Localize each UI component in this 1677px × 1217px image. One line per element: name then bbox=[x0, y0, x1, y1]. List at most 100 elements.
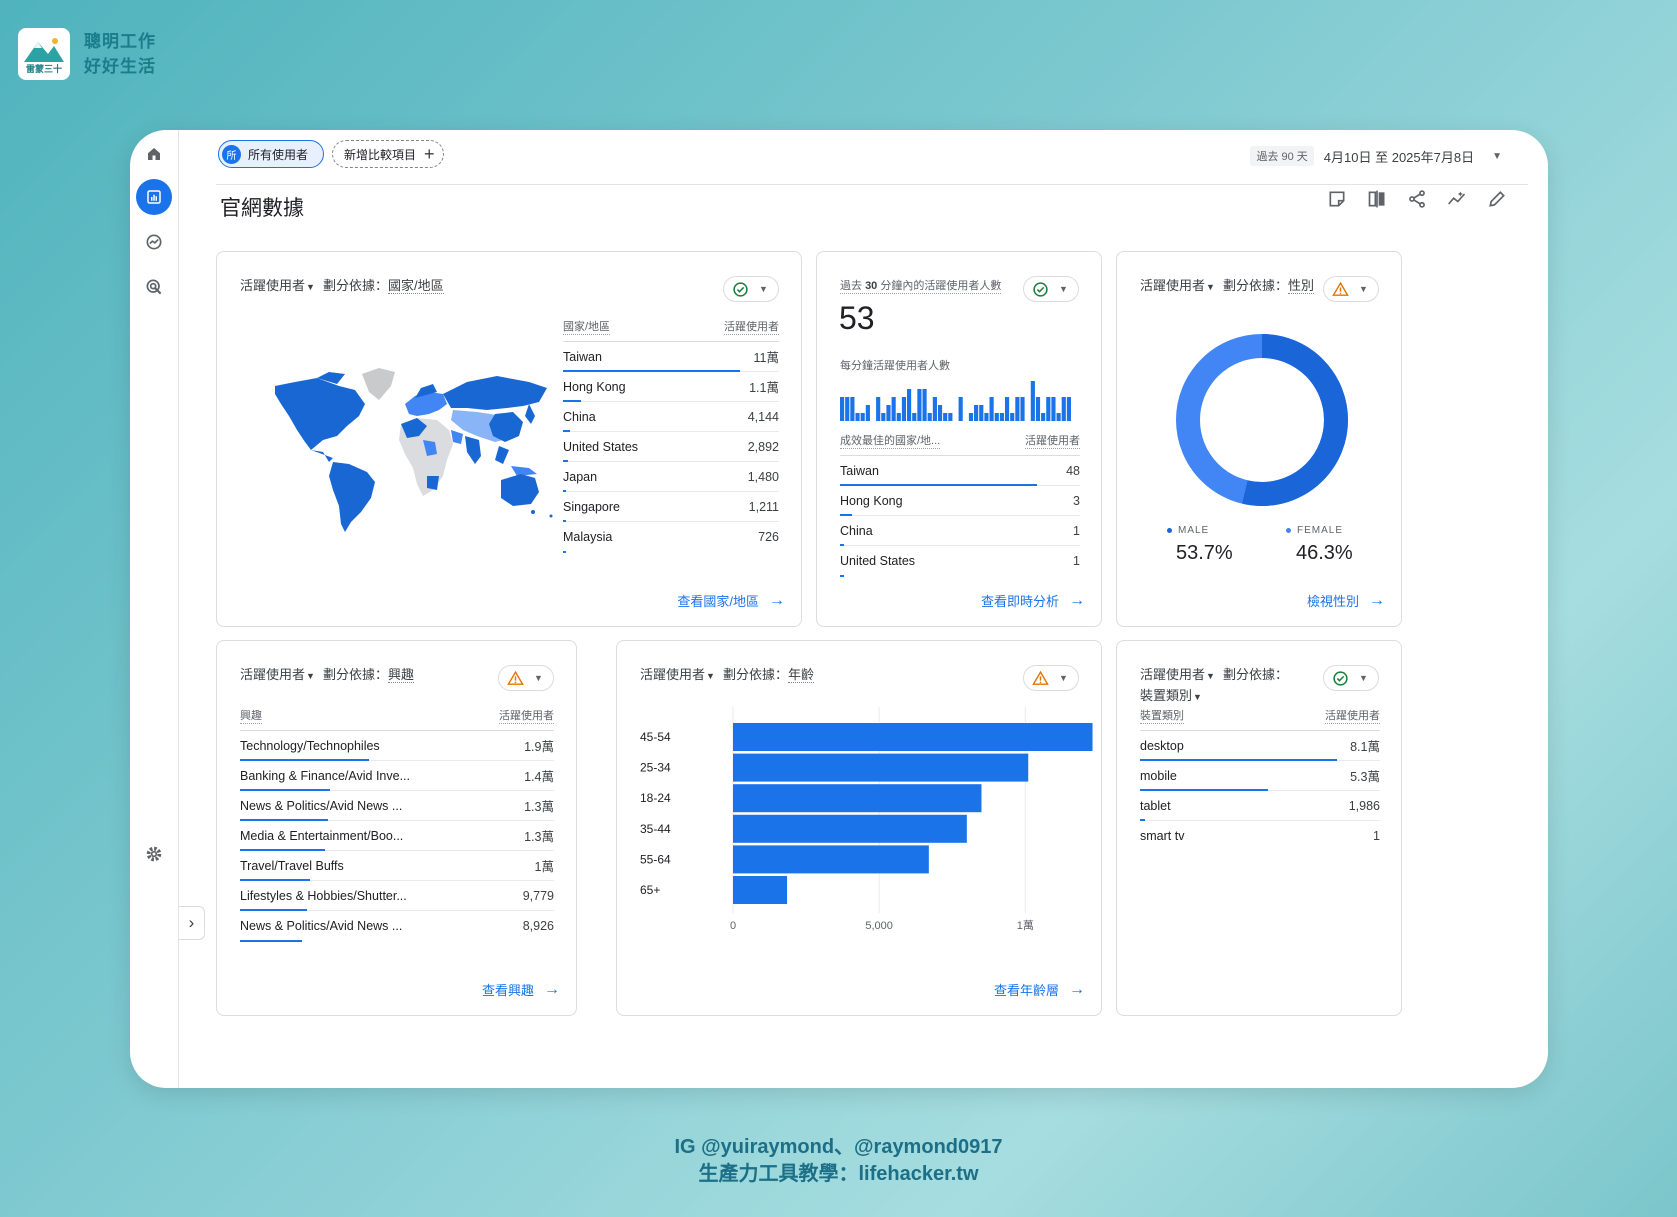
reports-icon[interactable] bbox=[136, 179, 172, 215]
minute-bar[interactable] bbox=[860, 413, 865, 421]
column-header-metric[interactable]: 活躍使用者 bbox=[1025, 432, 1080, 449]
table-row[interactable]: mobile 5.3萬 bbox=[1140, 761, 1380, 791]
minute-bar[interactable] bbox=[1010, 413, 1015, 421]
minute-bar[interactable] bbox=[1030, 381, 1035, 421]
minute-bar[interactable] bbox=[901, 397, 907, 421]
table-row[interactable]: Lifestyles & Hobbies/Shutter... 9,779 bbox=[240, 881, 554, 911]
minute-bar[interactable] bbox=[927, 413, 932, 421]
age-bar[interactable] bbox=[733, 753, 1029, 782]
minute-bar[interactable] bbox=[984, 413, 989, 421]
table-row[interactable]: Banking & Finance/Avid Inve... 1.4萬 bbox=[240, 761, 554, 791]
age-bar[interactable] bbox=[733, 784, 982, 813]
age-bar[interactable] bbox=[733, 814, 967, 843]
minute-bar[interactable] bbox=[881, 413, 886, 421]
minute-bar[interactable] bbox=[937, 405, 943, 421]
column-header-dimension[interactable]: 成效最佳的國家/地... bbox=[840, 432, 941, 449]
table-row[interactable]: United States 2,892 bbox=[563, 432, 779, 462]
age-bar[interactable] bbox=[733, 723, 1093, 751]
table-row[interactable]: Hong Kong 1.1萬 bbox=[563, 372, 779, 402]
view-countries-link[interactable]: 查看國家/地區 → bbox=[677, 591, 785, 610]
table-row[interactable]: tablet 1,986 bbox=[1140, 791, 1380, 821]
minute-bar[interactable] bbox=[1004, 397, 1010, 421]
minute-bar[interactable] bbox=[1056, 413, 1061, 421]
column-header-dimension[interactable]: 國家/地區 bbox=[563, 318, 611, 335]
view-realtime-link[interactable]: 查看即時分析 → bbox=[981, 591, 1085, 610]
date-range-picker[interactable]: 過去 90 天 4月10日 至 2025年7月8日 ▼ bbox=[1250, 146, 1502, 166]
donut-slice-male[interactable] bbox=[1176, 334, 1348, 506]
metric-selector[interactable]: 活躍使用者 bbox=[240, 278, 306, 293]
dimension-selector[interactable]: 年齡 bbox=[787, 667, 814, 683]
all-users-chip[interactable]: 所 所有使用者 bbox=[218, 140, 324, 168]
table-row[interactable]: desktop 8.1萬 bbox=[1140, 731, 1380, 761]
dimension-selector[interactable]: 裝置類別 bbox=[1140, 688, 1193, 703]
minute-bar[interactable] bbox=[1015, 397, 1020, 421]
data-quality-pill[interactable]: ▼ bbox=[1023, 665, 1079, 691]
column-header-metric[interactable]: 活躍使用者 bbox=[1325, 707, 1380, 724]
explore-icon[interactable] bbox=[136, 224, 172, 260]
settings-icon[interactable] bbox=[136, 836, 172, 872]
minute-bar[interactable] bbox=[1035, 397, 1041, 421]
per-minute-bar-chart[interactable] bbox=[840, 376, 1080, 421]
data-quality-pill[interactable]: ▼ bbox=[1323, 665, 1379, 691]
table-row[interactable]: Japan 1,480 bbox=[563, 462, 779, 492]
minute-bar[interactable] bbox=[855, 413, 860, 421]
edit-icon[interactable] bbox=[1486, 188, 1508, 210]
minute-bar[interactable] bbox=[1046, 397, 1051, 421]
table-row[interactable]: Taiwan 11萬 bbox=[563, 342, 779, 372]
minute-bar[interactable] bbox=[1061, 397, 1066, 421]
minute-bar[interactable] bbox=[896, 413, 901, 421]
metric-selector[interactable]: 活躍使用者 bbox=[240, 667, 306, 682]
minute-bar[interactable] bbox=[907, 389, 912, 421]
column-header-metric[interactable]: 活躍使用者 bbox=[499, 707, 554, 724]
table-row[interactable]: smart tv 1 bbox=[1140, 821, 1380, 851]
minute-bar[interactable] bbox=[948, 413, 953, 421]
table-row[interactable]: Media & Entertainment/Boo... 1.3萬 bbox=[240, 821, 554, 851]
data-quality-pill[interactable]: ▼ bbox=[1023, 276, 1079, 302]
metric-selector[interactable]: 活躍使用者 bbox=[640, 667, 706, 682]
metric-selector[interactable]: 活躍使用者 bbox=[1140, 667, 1206, 682]
data-quality-pill[interactable]: ▼ bbox=[498, 665, 554, 691]
minute-bar[interactable] bbox=[917, 389, 922, 421]
dimension-selector[interactable]: 興趣 bbox=[387, 667, 414, 683]
age-bar-chart[interactable]: 0 5,000 1萬 45-54 25-34 18-24 35-44 55-64 65+ bbox=[617, 701, 1103, 941]
minute-bar[interactable] bbox=[968, 413, 974, 421]
data-quality-pill[interactable]: ▼ bbox=[1323, 276, 1379, 302]
note-icon[interactable] bbox=[1326, 188, 1348, 210]
column-header-dimension[interactable]: 興趣 bbox=[240, 707, 262, 724]
table-row[interactable]: Technology/Technophiles 1.9萬 bbox=[240, 731, 554, 761]
view-gender-link[interactable]: 檢視性別 → bbox=[1307, 591, 1385, 610]
minute-bar[interactable] bbox=[1041, 413, 1046, 421]
table-row[interactable]: Travel/Travel Buffs 1萬 bbox=[240, 851, 554, 881]
minute-bar[interactable] bbox=[912, 413, 917, 421]
minute-bar[interactable] bbox=[886, 405, 891, 421]
minute-bar[interactable] bbox=[979, 405, 984, 421]
gender-donut-chart[interactable] bbox=[1172, 330, 1352, 510]
minute-bar[interactable] bbox=[891, 397, 896, 421]
minute-bar[interactable] bbox=[999, 413, 1004, 421]
table-row[interactable]: China 4,144 bbox=[563, 402, 779, 432]
view-interests-link[interactable]: 查看興趣 → bbox=[482, 980, 560, 999]
minute-bar[interactable] bbox=[922, 389, 927, 421]
table-row[interactable]: Malaysia 726 bbox=[563, 522, 779, 553]
add-comparison-chip[interactable]: 新增比較項目 + bbox=[332, 140, 444, 168]
minute-bar[interactable] bbox=[1066, 397, 1071, 421]
minute-bar[interactable] bbox=[958, 397, 963, 421]
table-row[interactable]: Taiwan 48 bbox=[840, 456, 1080, 486]
dimension-selector[interactable]: 國家/地區 bbox=[387, 278, 444, 294]
metric-selector[interactable]: 活躍使用者 bbox=[1140, 278, 1206, 293]
table-row[interactable]: Singapore 1,211 bbox=[563, 492, 779, 522]
compare-icon[interactable] bbox=[1366, 188, 1388, 210]
share-icon[interactable] bbox=[1406, 188, 1428, 210]
minute-bar[interactable] bbox=[994, 413, 999, 421]
insights-icon[interactable] bbox=[1446, 188, 1468, 210]
column-header-metric[interactable]: 活躍使用者 bbox=[724, 318, 779, 335]
table-row[interactable]: News & Politics/Avid News ... 1.3萬 bbox=[240, 791, 554, 821]
expand-nav-button[interactable]: › bbox=[179, 906, 205, 940]
column-header-dimension[interactable]: 裝置類別 bbox=[1140, 707, 1184, 724]
table-row[interactable]: China 1 bbox=[840, 516, 1080, 546]
minute-bar[interactable] bbox=[943, 413, 948, 421]
table-row[interactable]: News & Politics/Avid News ... 8,926 bbox=[240, 911, 554, 942]
minute-bar[interactable] bbox=[850, 397, 855, 421]
view-age-link[interactable]: 查看年齡層 → bbox=[994, 980, 1085, 999]
minute-bar[interactable] bbox=[1051, 397, 1056, 421]
